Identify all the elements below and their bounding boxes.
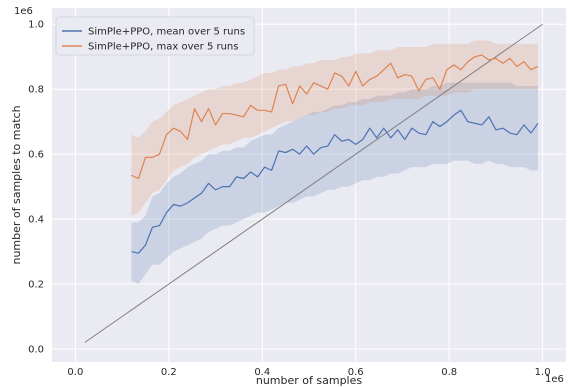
y-tick-label: 0.6 bbox=[28, 150, 44, 161]
legend: SimPle+PPO, mean over 5 runs SimPle+PPO,… bbox=[55, 16, 255, 56]
x-tick-label: 1.0 bbox=[535, 367, 551, 378]
legend-box bbox=[55, 16, 255, 56]
mean-band bbox=[131, 82, 538, 285]
y-tick-label: 0.4 bbox=[28, 215, 44, 226]
y-tick-labels: 0.0 0.2 0.4 0.6 0.8 1.0 bbox=[28, 20, 44, 356]
diagonal-reference bbox=[84, 23, 543, 343]
y-tick-label: 0.0 bbox=[28, 345, 44, 356]
x-axis-label: number of samples bbox=[256, 374, 363, 387]
y-tick-label: 0.2 bbox=[28, 280, 44, 291]
x-tick-label: 0.2 bbox=[161, 367, 177, 378]
x-tick-label: 0.6 bbox=[348, 367, 364, 378]
x-tick-labels: 0.0 0.2 0.4 0.6 0.8 1.0 bbox=[67, 367, 550, 378]
legend-label-mean: SimPle+PPO, mean over 5 runs bbox=[88, 27, 245, 38]
mean-line bbox=[131, 109, 539, 254]
x-offset-text: 1e6 bbox=[545, 374, 564, 385]
x-tick-label: 0.4 bbox=[254, 367, 270, 378]
y-axis-label: number of samples to match bbox=[10, 105, 23, 264]
legend-label-max: SimPle+PPO, max over 5 runs bbox=[88, 42, 238, 53]
x-tick-label: 0.0 bbox=[67, 367, 83, 378]
series-lines bbox=[131, 54, 539, 254]
y-tick-label: 1.0 bbox=[28, 20, 44, 31]
max-line bbox=[131, 54, 539, 180]
y-offset-text: 1e6 bbox=[14, 6, 33, 17]
y-tick-label: 0.8 bbox=[28, 85, 44, 96]
x-tick-label: 0.8 bbox=[441, 367, 457, 378]
diagonal-line bbox=[84, 23, 543, 343]
